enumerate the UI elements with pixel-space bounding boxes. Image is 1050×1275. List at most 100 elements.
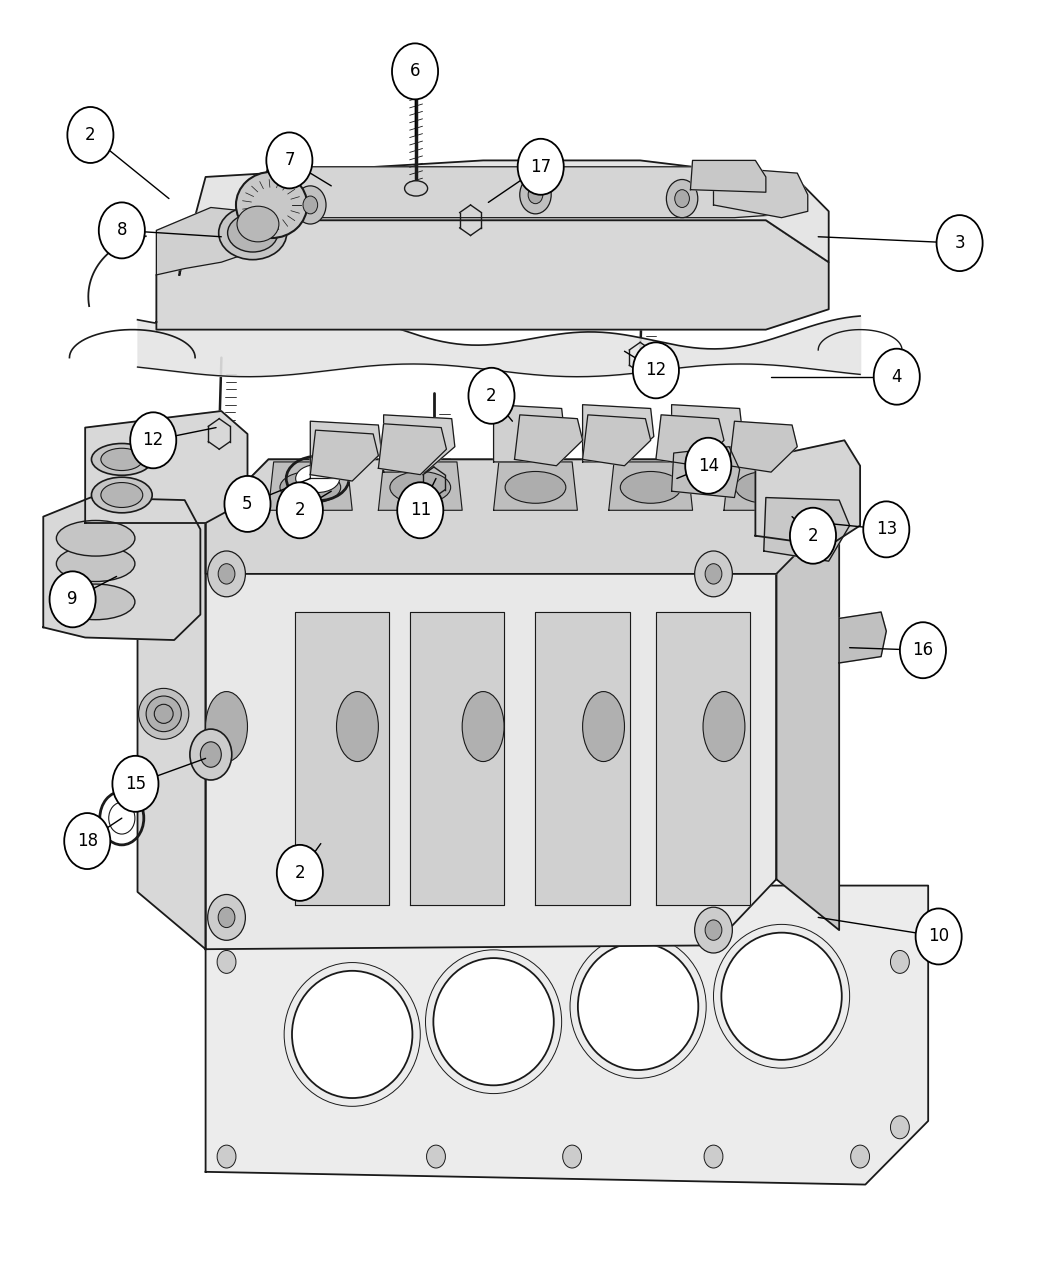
Circle shape: [705, 1145, 722, 1168]
Polygon shape: [763, 497, 849, 561]
Circle shape: [706, 921, 722, 940]
Ellipse shape: [583, 691, 625, 761]
Circle shape: [558, 884, 576, 907]
Ellipse shape: [462, 691, 504, 761]
Ellipse shape: [57, 546, 134, 581]
Circle shape: [64, 813, 110, 870]
Polygon shape: [714, 167, 807, 218]
Polygon shape: [269, 462, 352, 510]
Polygon shape: [43, 497, 201, 640]
Circle shape: [277, 482, 323, 538]
Polygon shape: [691, 161, 765, 193]
Polygon shape: [311, 430, 378, 481]
Circle shape: [850, 1145, 869, 1168]
Ellipse shape: [578, 942, 698, 1070]
Polygon shape: [672, 404, 742, 462]
Circle shape: [563, 1145, 582, 1168]
Text: 4: 4: [891, 367, 902, 386]
Ellipse shape: [434, 958, 553, 1085]
Ellipse shape: [146, 696, 182, 732]
Polygon shape: [206, 886, 928, 1184]
Circle shape: [303, 196, 318, 214]
Text: 2: 2: [807, 527, 818, 544]
Ellipse shape: [505, 472, 566, 504]
Polygon shape: [206, 459, 776, 949]
Ellipse shape: [336, 691, 378, 761]
Circle shape: [695, 908, 732, 952]
Text: 17: 17: [530, 158, 551, 176]
Polygon shape: [295, 612, 388, 905]
Circle shape: [667, 180, 698, 218]
Circle shape: [695, 551, 732, 597]
Circle shape: [890, 1116, 909, 1139]
Ellipse shape: [218, 207, 287, 260]
Polygon shape: [156, 221, 828, 330]
Circle shape: [49, 571, 96, 627]
Polygon shape: [609, 462, 693, 510]
Text: 12: 12: [646, 361, 667, 380]
Circle shape: [259, 896, 278, 919]
Circle shape: [705, 884, 722, 907]
Circle shape: [218, 908, 235, 928]
Circle shape: [706, 564, 722, 584]
Text: 16: 16: [912, 641, 933, 659]
Polygon shape: [138, 465, 206, 949]
Circle shape: [112, 756, 159, 812]
Circle shape: [633, 343, 679, 398]
Polygon shape: [776, 459, 839, 929]
Circle shape: [208, 895, 246, 940]
Circle shape: [201, 742, 222, 768]
Circle shape: [863, 501, 909, 557]
Ellipse shape: [57, 520, 134, 556]
Circle shape: [900, 622, 946, 678]
Polygon shape: [180, 161, 828, 275]
Ellipse shape: [704, 691, 744, 761]
Text: 2: 2: [295, 501, 306, 519]
Ellipse shape: [91, 477, 152, 513]
Polygon shape: [723, 462, 807, 510]
Text: 8: 8: [117, 222, 127, 240]
Circle shape: [675, 190, 690, 208]
Ellipse shape: [206, 691, 248, 761]
Polygon shape: [494, 462, 578, 510]
Circle shape: [99, 203, 145, 259]
Circle shape: [874, 348, 920, 404]
Text: 12: 12: [143, 431, 164, 449]
Text: 9: 9: [67, 590, 78, 608]
Text: 5: 5: [243, 495, 253, 513]
Circle shape: [937, 215, 983, 272]
Polygon shape: [206, 459, 839, 574]
Circle shape: [416, 887, 435, 910]
Text: 11: 11: [410, 501, 430, 519]
Text: 14: 14: [697, 456, 719, 474]
Polygon shape: [311, 421, 381, 478]
Ellipse shape: [109, 802, 134, 834]
Text: 15: 15: [125, 775, 146, 793]
Ellipse shape: [280, 472, 340, 504]
Text: 3: 3: [954, 235, 965, 252]
Circle shape: [267, 133, 313, 189]
Ellipse shape: [735, 472, 796, 504]
Ellipse shape: [721, 932, 842, 1060]
Ellipse shape: [57, 584, 134, 620]
Circle shape: [190, 729, 232, 780]
Polygon shape: [514, 414, 583, 465]
Text: 6: 6: [410, 62, 420, 80]
Ellipse shape: [91, 444, 152, 476]
Polygon shape: [583, 414, 651, 465]
Text: 2: 2: [85, 126, 96, 144]
Circle shape: [218, 564, 235, 584]
Circle shape: [426, 1145, 445, 1168]
Ellipse shape: [404, 181, 427, 196]
Text: 2: 2: [486, 386, 497, 404]
Ellipse shape: [154, 704, 173, 723]
Ellipse shape: [101, 482, 143, 507]
Polygon shape: [410, 612, 504, 905]
Circle shape: [686, 437, 731, 493]
Polygon shape: [383, 414, 455, 472]
Circle shape: [277, 845, 323, 901]
Text: 7: 7: [285, 152, 295, 170]
Circle shape: [67, 107, 113, 163]
Polygon shape: [656, 612, 750, 905]
Circle shape: [295, 186, 327, 224]
